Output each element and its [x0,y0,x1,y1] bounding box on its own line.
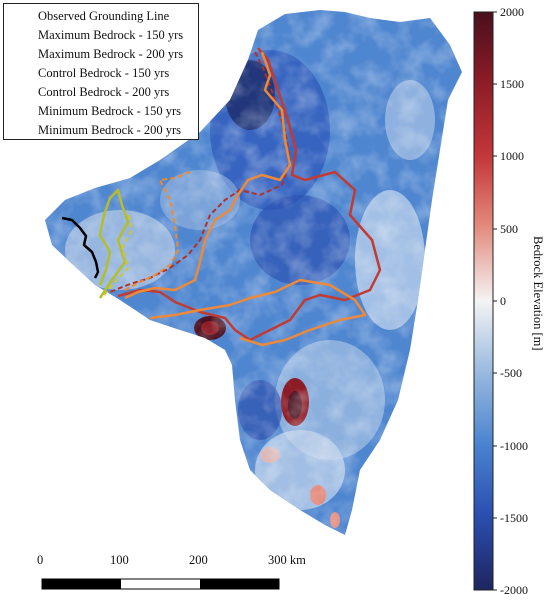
line-control-150 [124,171,191,291]
legend-label: Maximum Bedrock - 150 yrs [38,27,184,42]
colorbar-tick-label: -2000 [500,583,528,597]
line-maximum-150 [103,211,133,296]
legend-item-min-150: Minimum Bedrock - 150 yrs [38,103,181,119]
colorbar-tick-label: 1000 [500,149,524,163]
colorbar-tick-label: -1500 [500,511,528,525]
colorbar-title: Bedrock Elevation [m] [531,236,545,351]
line-minimum-200 [117,47,382,342]
legend-item-observed: Observed Grounding Line [38,8,169,24]
legend-item-control-150: Control Bedrock - 150 yrs [38,65,169,81]
line-minimum-150 [109,51,291,293]
legend-label: Minimum Bedrock - 200 yrs [38,122,182,137]
colorbar-ramp [473,11,494,591]
scale-label-200: 200 [189,553,208,567]
legend-label: Control Bedrock - 150 yrs [38,65,170,80]
colorbar-tick-label: 1500 [500,77,524,91]
scale-bar [41,578,280,590]
colorbar-ticks [493,11,497,591]
line-observed [61,216,100,279]
line-control-lower [149,278,367,347]
colorbar-tick-label: 0 [500,294,506,308]
grounding-lines [61,47,382,347]
legend-label: Control Bedrock - 200 yrs [38,84,170,99]
legend-item-max-150: Maximum Bedrock - 150 yrs [38,27,183,43]
legend-label: Minimum Bedrock - 150 yrs [38,103,182,118]
line-maximum-200 [98,188,130,299]
legend-item-min-200: Minimum Bedrock - 200 yrs [38,122,181,138]
legend: Observed Grounding Line Maximum Bedrock … [3,3,199,140]
scale-label-0: 0 [37,553,44,567]
colorbar-tick-label: -1000 [500,439,528,453]
colorbar-tick-label: -500 [500,366,522,380]
legend-item-max-200: Maximum Bedrock - 200 yrs [38,46,183,62]
legend-item-control-200: Control Bedrock - 200 yrs [38,84,169,100]
colorbar-tick-label: 2000 [500,5,524,19]
legend-label: Maximum Bedrock - 200 yrs [38,46,184,61]
colorbar-tick-label: 500 [500,222,518,236]
scale-label-300: 300 km [268,553,306,567]
scale-label-100: 100 [110,553,129,567]
line-control-200 [124,51,292,300]
legend-label: Observed Grounding Line [38,8,170,23]
